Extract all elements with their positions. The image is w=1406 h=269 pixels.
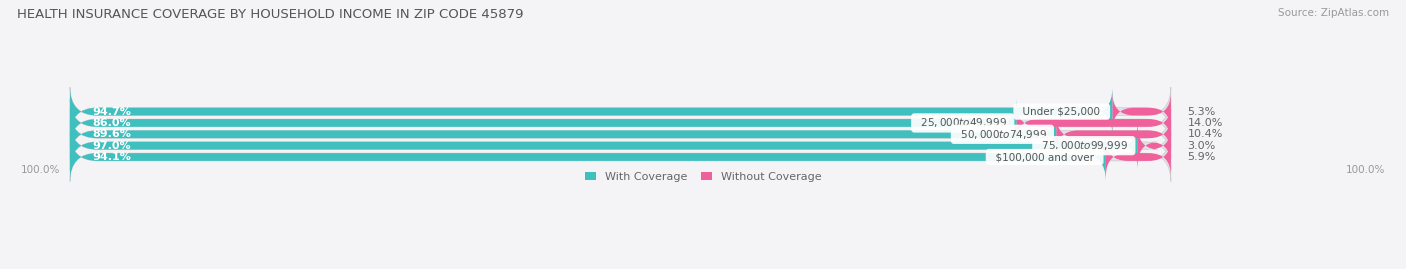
- FancyBboxPatch shape: [1107, 138, 1171, 176]
- FancyBboxPatch shape: [70, 98, 1017, 147]
- FancyBboxPatch shape: [70, 121, 1137, 170]
- FancyBboxPatch shape: [70, 110, 1171, 159]
- Text: 100.0%: 100.0%: [21, 165, 60, 175]
- FancyBboxPatch shape: [70, 87, 1112, 136]
- Text: 100.0%: 100.0%: [1346, 165, 1385, 175]
- Text: $75,000 to $99,999: $75,000 to $99,999: [1035, 139, 1132, 152]
- FancyBboxPatch shape: [1137, 127, 1171, 165]
- FancyBboxPatch shape: [1017, 104, 1171, 142]
- FancyBboxPatch shape: [70, 87, 1171, 136]
- FancyBboxPatch shape: [70, 133, 1171, 182]
- FancyBboxPatch shape: [70, 98, 1171, 147]
- Text: 94.1%: 94.1%: [91, 152, 131, 162]
- Legend: With Coverage, Without Coverage: With Coverage, Without Coverage: [585, 172, 821, 182]
- Text: 94.7%: 94.7%: [91, 107, 131, 116]
- FancyBboxPatch shape: [70, 133, 1107, 182]
- Text: 97.0%: 97.0%: [91, 141, 131, 151]
- Text: 5.9%: 5.9%: [1187, 152, 1216, 162]
- Text: Source: ZipAtlas.com: Source: ZipAtlas.com: [1278, 8, 1389, 18]
- Text: Under $25,000: Under $25,000: [1017, 107, 1107, 116]
- Text: 89.6%: 89.6%: [91, 129, 131, 139]
- Text: HEALTH INSURANCE COVERAGE BY HOUSEHOLD INCOME IN ZIP CODE 45879: HEALTH INSURANCE COVERAGE BY HOUSEHOLD I…: [17, 8, 523, 21]
- Text: $100,000 and over: $100,000 and over: [988, 152, 1101, 162]
- Text: 3.0%: 3.0%: [1187, 141, 1216, 151]
- Text: 86.0%: 86.0%: [91, 118, 131, 128]
- FancyBboxPatch shape: [70, 110, 1056, 159]
- Text: 10.4%: 10.4%: [1187, 129, 1223, 139]
- FancyBboxPatch shape: [1112, 93, 1171, 130]
- FancyBboxPatch shape: [70, 121, 1171, 170]
- Text: $25,000 to $49,999: $25,000 to $49,999: [914, 116, 1011, 129]
- Text: 5.3%: 5.3%: [1187, 107, 1216, 116]
- Text: 14.0%: 14.0%: [1187, 118, 1223, 128]
- FancyBboxPatch shape: [1056, 115, 1171, 153]
- Text: $50,000 to $74,999: $50,000 to $74,999: [953, 128, 1050, 141]
